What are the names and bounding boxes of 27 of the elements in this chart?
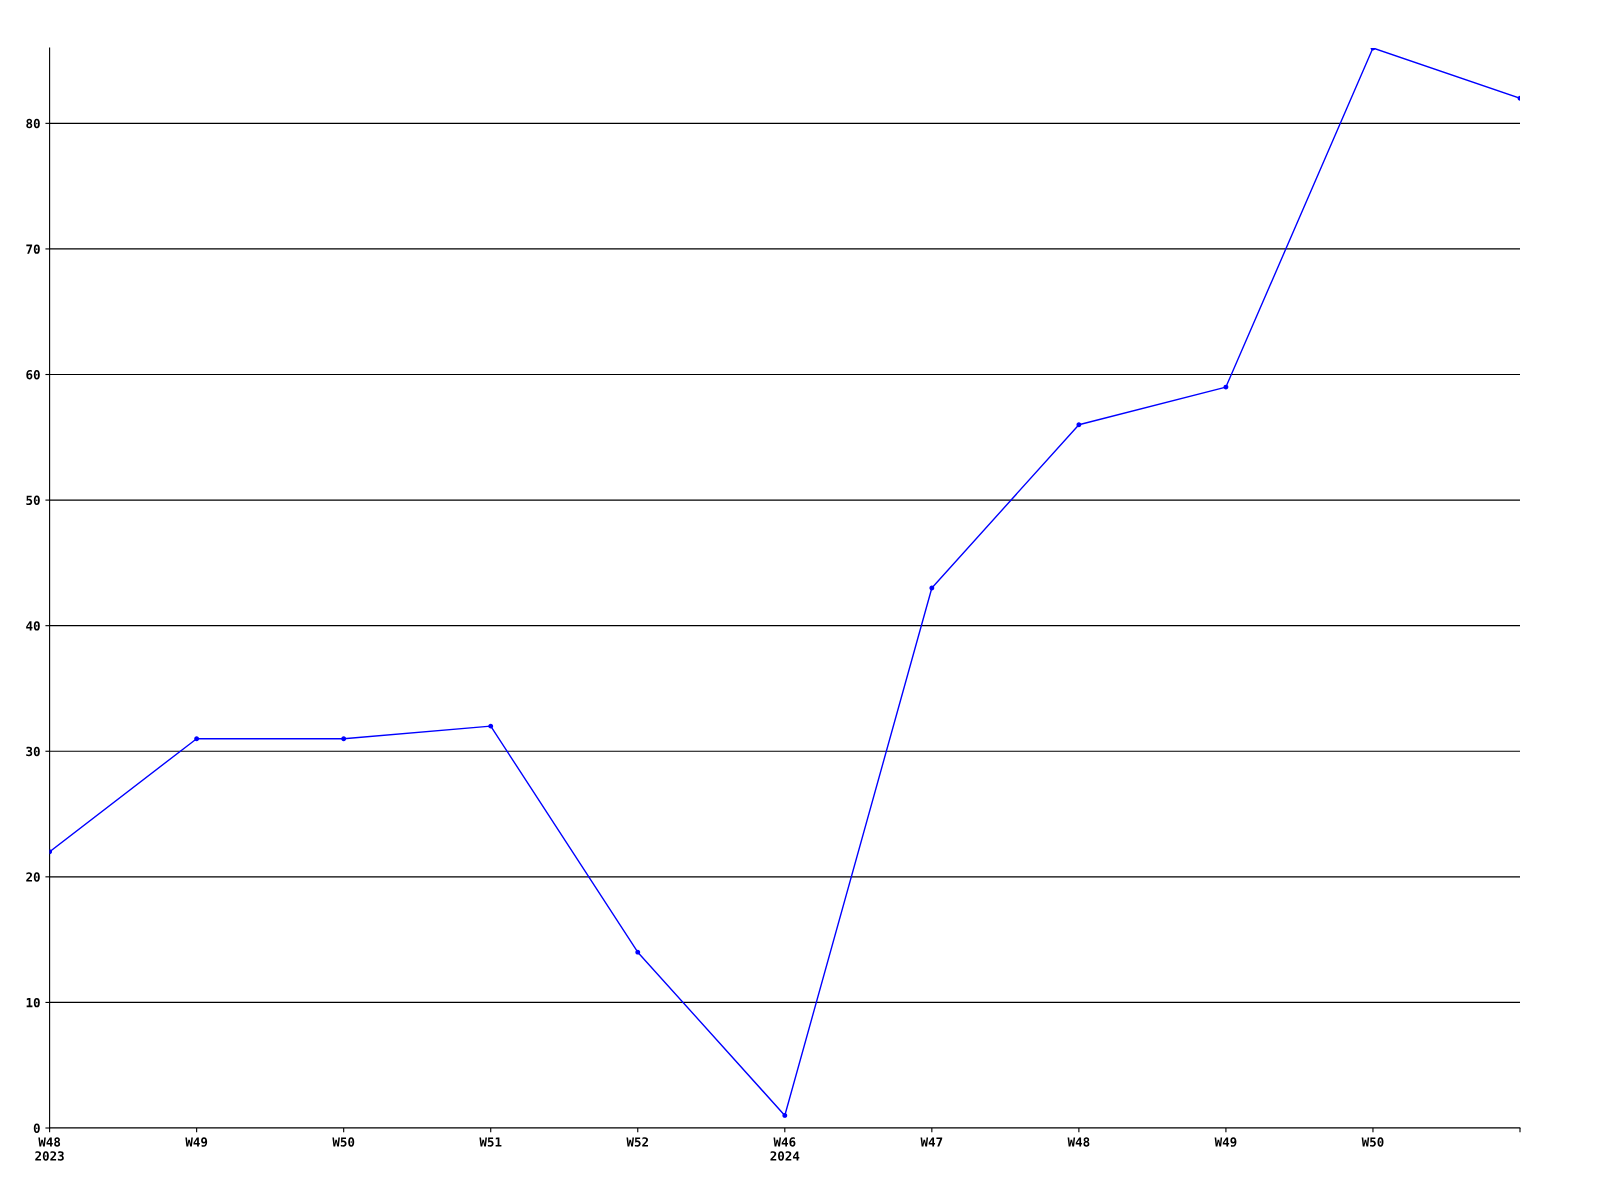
y-tick-label: 50	[26, 495, 40, 506]
point	[1076, 422, 1082, 428]
x-tick-label: W46 2024	[770, 1137, 800, 1161]
point	[635, 949, 641, 955]
y-tick-label: 30	[26, 746, 40, 757]
point	[341, 736, 347, 742]
y-tick-label: 60	[26, 369, 40, 380]
x-tick-label: W48 2023	[35, 1137, 64, 1161]
x-tick-label: W50	[1361, 1137, 1384, 1147]
point	[929, 585, 935, 591]
x-tick-label: W51	[479, 1137, 502, 1147]
y-tick-label: 0	[33, 1123, 40, 1133]
y-tick-label: 20	[26, 872, 40, 882]
x-tick-label: W49	[1214, 1137, 1237, 1147]
point	[194, 736, 200, 742]
y-tick-label: 10	[26, 997, 40, 1008]
point	[1223, 384, 1229, 390]
x-tick-label: W50	[332, 1137, 355, 1147]
y-tick-label: 70	[26, 244, 40, 254]
point	[488, 723, 494, 729]
x-tick-label: W49	[185, 1137, 208, 1147]
point	[782, 1113, 788, 1118]
x-tick-label: W48	[1067, 1137, 1090, 1147]
y-tick-label: 80	[26, 118, 40, 129]
x-tick-label: W47	[920, 1137, 943, 1147]
y-tick-label: 40	[26, 621, 40, 631]
x-tick-label: W52	[626, 1137, 649, 1147]
